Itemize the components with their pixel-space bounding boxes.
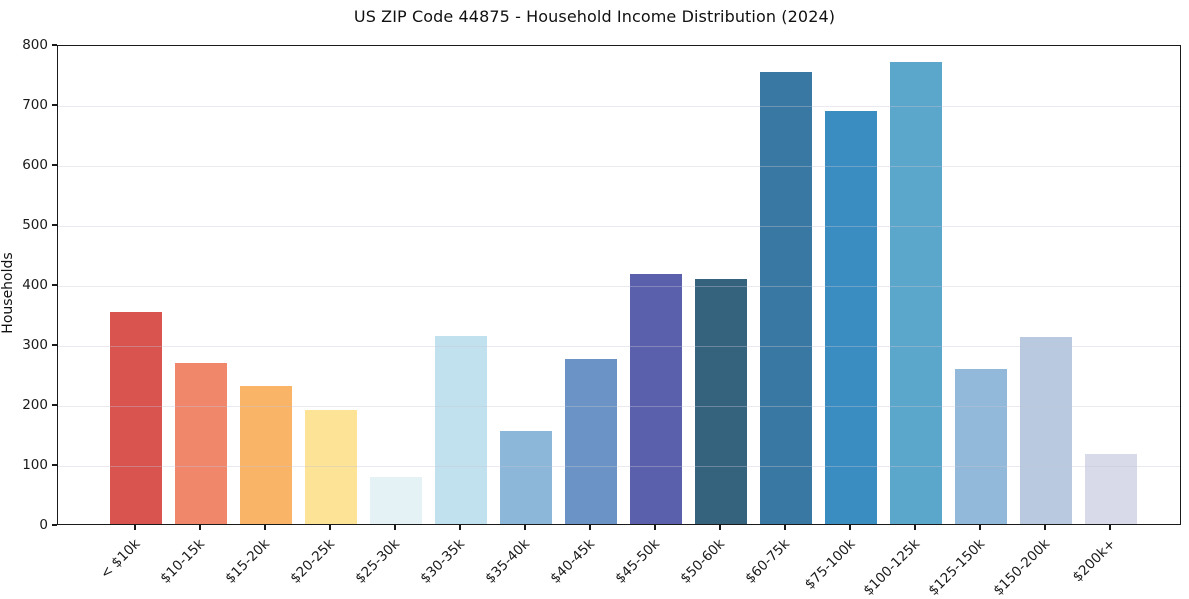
x-tick-mark-6 [524, 525, 526, 530]
y-tick-label-700: 700 [22, 97, 48, 113]
y-tick-label-800: 800 [22, 37, 48, 53]
x-tick-label-text-13: $125-150k [925, 536, 989, 599]
x-tick-mark-14 [1044, 525, 1046, 530]
x-tick-label-text-0: < $10k [97, 536, 144, 583]
x-tick-mark-5 [459, 525, 461, 530]
y-tick-label-200: 200 [22, 397, 48, 413]
bar-2 [240, 386, 292, 524]
gridline-400 [58, 286, 1180, 287]
gridline-100 [58, 466, 1180, 467]
y-tick-label-100: 100 [22, 457, 48, 473]
bar-6 [500, 431, 552, 524]
x-tick-label-text-7: $40-45k [547, 536, 599, 587]
y-tick-label-500: 500 [22, 217, 48, 233]
bar-1 [175, 363, 227, 524]
y-tick-label-0: 0 [39, 517, 48, 533]
x-tick-label-text-10: $60-75k [742, 536, 794, 587]
x-tick-label-text-3: $20-25k [287, 536, 339, 587]
y-tick-mark-600 [52, 164, 57, 166]
bar-5 [435, 336, 487, 524]
gridline-500 [58, 226, 1180, 227]
x-tick-label-text-2: $15-20k [222, 536, 274, 587]
y-tick-mark-800 [52, 44, 57, 46]
x-tick-label-text-11: $75-100k [801, 536, 859, 593]
bar-11 [825, 110, 877, 524]
bar-10 [760, 72, 812, 524]
x-tick-label-text-14: $150-200k [990, 536, 1054, 599]
x-tick-mark-0 [134, 525, 136, 530]
x-tick-label-text-4: $25-30k [352, 536, 404, 587]
x-tick-mark-4 [394, 525, 396, 530]
plot-area [57, 45, 1181, 525]
x-tick-mark-15 [1109, 525, 1111, 530]
x-tick-mark-13 [979, 525, 981, 530]
y-tick-mark-100 [52, 464, 57, 466]
y-tick-label-300: 300 [22, 337, 48, 353]
x-tick-label-text-8: $45-50k [612, 536, 664, 587]
x-tick-mark-12 [914, 525, 916, 530]
x-tick-mark-7 [589, 525, 591, 530]
y-tick-mark-400 [52, 284, 57, 286]
x-tick-label-text-12: $100-125k [860, 536, 924, 599]
x-tick-label-text-6: $35-40k [482, 536, 534, 587]
gridline-700 [58, 106, 1180, 107]
bar-14 [1020, 336, 1072, 524]
x-tick-label-text-1: $10-15k [157, 536, 209, 587]
y-tick-mark-0 [52, 524, 57, 526]
y-tick-mark-200 [52, 404, 57, 406]
bar-4 [370, 477, 422, 524]
chart-title: US ZIP Code 44875 - Household Income Dis… [353, 7, 836, 26]
x-tick-mark-10 [784, 525, 786, 530]
gridline-300 [58, 346, 1180, 347]
x-tick-label-text-5: $30-35k [417, 536, 469, 587]
bar-8 [630, 273, 682, 524]
gridline-600 [58, 166, 1180, 167]
bar-13 [955, 368, 1007, 524]
bar-3 [305, 410, 357, 524]
bar-15 [1085, 453, 1137, 524]
gridline-200 [58, 406, 1180, 407]
x-tick-mark-9 [719, 525, 721, 530]
y-tick-label-600: 600 [22, 157, 48, 173]
bar-7 [565, 359, 617, 524]
x-tick-mark-2 [264, 525, 266, 530]
bar-0 [110, 312, 162, 524]
x-tick-mark-1 [199, 525, 201, 530]
x-tick-mark-3 [329, 525, 331, 530]
x-tick-label-text-9: $50-60k [677, 536, 729, 587]
bar-12 [890, 62, 942, 524]
bar-9 [695, 278, 747, 524]
y-tick-mark-300 [52, 344, 57, 346]
y-tick-label-400: 400 [22, 277, 48, 293]
x-tick-mark-11 [849, 525, 851, 530]
y-tick-mark-500 [52, 224, 57, 226]
y-tick-mark-700 [52, 104, 57, 106]
x-tick-label-text-15: $200k+ [1069, 536, 1119, 586]
x-tick-mark-8 [654, 525, 656, 530]
